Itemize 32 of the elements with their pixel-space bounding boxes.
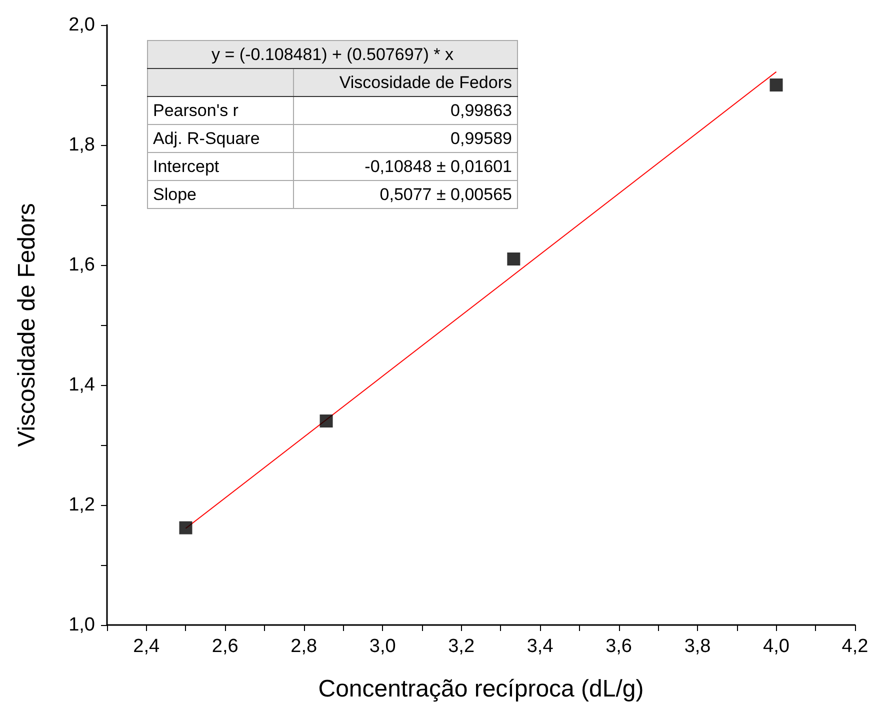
x-tick-label: 4,0	[763, 636, 790, 657]
y-tick-label: 1,0	[68, 614, 95, 636]
annotation: Slope	[148, 180, 294, 208]
y-tick-label: 1,2	[68, 494, 95, 516]
annotation: 0,99589	[294, 124, 518, 152]
point	[179, 521, 192, 534]
annotation: y = (-0.108481) + (0.507697) * x	[148, 40, 518, 68]
x-tick-label: 2,8	[290, 636, 318, 657]
annotation: 0,99863	[294, 96, 518, 124]
point	[507, 252, 520, 266]
x-tick-label: 3,6	[606, 636, 632, 657]
annotation: Pearson's r	[148, 96, 294, 124]
y-tick-label: 2,0	[68, 14, 95, 36]
annotation: 0,5077 ± 0,00565	[294, 180, 518, 208]
x-tick-label: 3,0	[369, 636, 396, 657]
point	[770, 78, 783, 92]
x-tick-label: 3,2	[448, 636, 475, 657]
point	[320, 414, 333, 428]
x-axis-title: Concentração recíproca (dL/g)	[318, 676, 644, 702]
x-tick-label: 3,8	[684, 636, 711, 657]
x-tick-label: 2,6	[212, 636, 238, 657]
annotation: Adj. R-Square	[148, 124, 294, 152]
x-tick-label: 4,2	[842, 636, 868, 657]
annotation: Intercept	[148, 152, 294, 180]
y-axis-title: Viscosidade de Fedors	[14, 203, 40, 447]
x-tick-label: 3,4	[526, 636, 554, 657]
y-tick-label: 1,8	[68, 134, 95, 156]
x-tick-label: 2,4	[133, 636, 160, 657]
annotation: Viscosidade de Fedors	[294, 68, 518, 96]
y-tick-label: 1,4	[68, 374, 96, 396]
annotation: -0,10848 ± 0,01601	[294, 152, 518, 180]
y-tick-label: 1,6	[68, 254, 95, 276]
